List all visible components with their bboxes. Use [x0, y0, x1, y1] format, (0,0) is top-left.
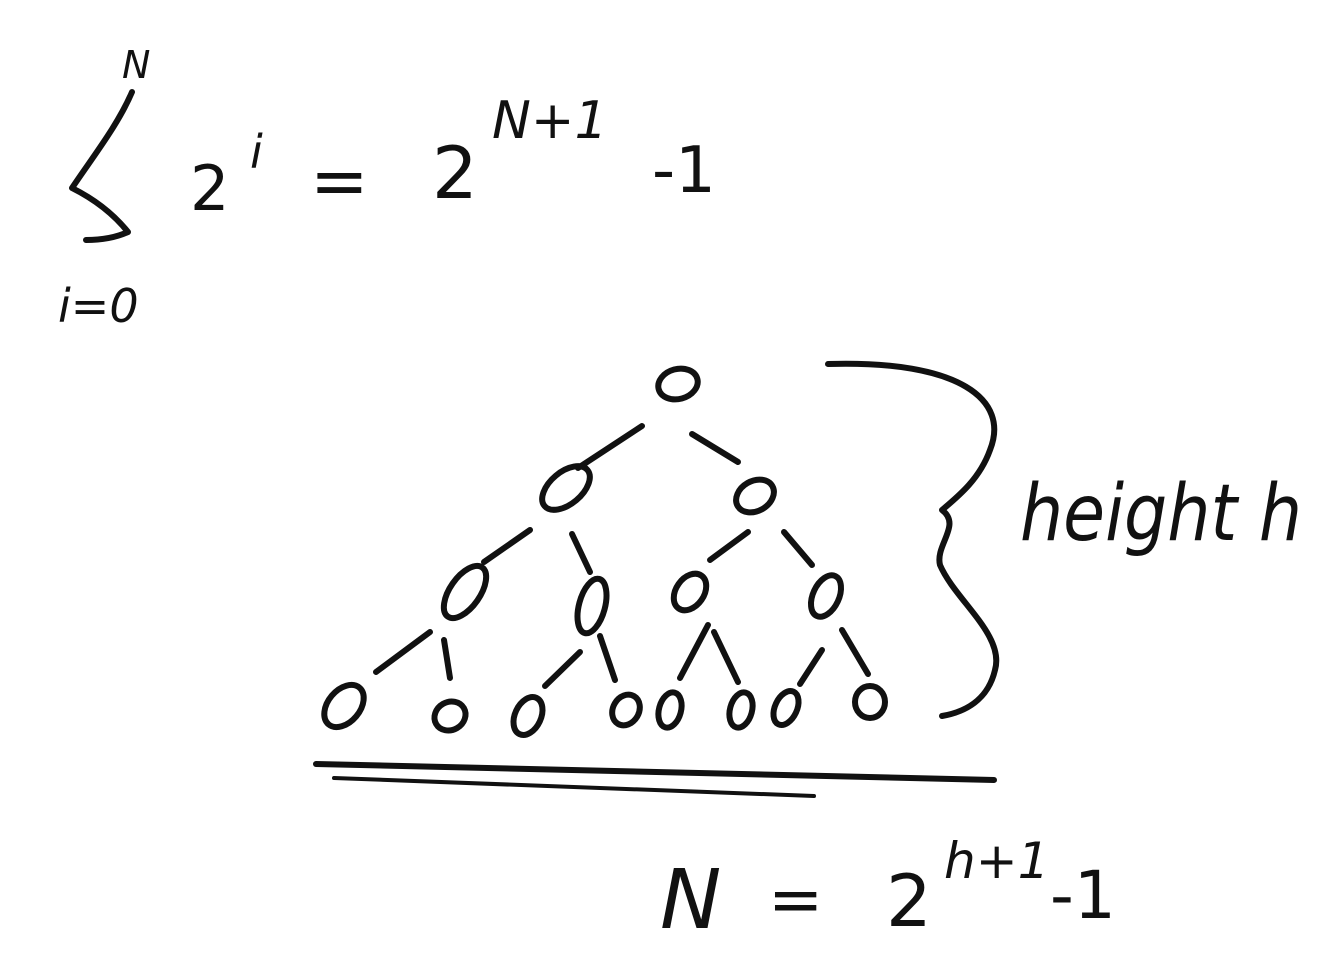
node-count-formula: N = 2 h+1 -1 [660, 832, 1116, 948]
tree-node [733, 476, 777, 516]
sum-term-base: 2 [190, 152, 229, 225]
tree-node [609, 691, 643, 729]
summation-formula: N i=0 2 i = 2 N+1 -1 [58, 43, 716, 333]
tree-node [770, 688, 802, 728]
tree-edge [797, 647, 825, 687]
tree-node [539, 463, 593, 513]
sum-term-exponent: i [250, 125, 263, 179]
nodes-equals-sign: = [768, 861, 823, 938]
sigma-symbol [69, 89, 135, 243]
tree-node [726, 689, 756, 731]
tree-node [574, 575, 610, 637]
tree-edge [373, 629, 433, 675]
tree-edge [711, 629, 741, 685]
tree-edge [689, 431, 741, 465]
underline-top [313, 761, 997, 783]
tree-edge [839, 627, 871, 677]
sum-rhs-exponent: N+1 [492, 91, 608, 151]
tree-node [655, 365, 701, 403]
tree-edge [481, 527, 533, 565]
tree-edge [707, 529, 751, 563]
tree-node [440, 562, 490, 622]
tree-edge [569, 531, 593, 575]
tree-edge [781, 529, 815, 568]
tree-edge [597, 633, 618, 683]
sum-equals-sign: = [310, 140, 369, 222]
sum-rhs-base: 2 [432, 131, 478, 215]
sum-lower-limit: i=0 [58, 279, 139, 333]
tree-node [670, 570, 710, 614]
tree-edge [575, 423, 645, 471]
binary-tree [321, 365, 888, 738]
nodes-lhs: N [660, 853, 721, 948]
tree-node [321, 681, 367, 731]
underline-bottom [332, 776, 816, 798]
sum-rhs-tail: -1 [652, 134, 716, 208]
tree-node [431, 698, 469, 734]
tree-edge [677, 622, 711, 681]
tree-node [852, 683, 888, 721]
height-label: height h [1020, 469, 1302, 559]
nodes-exponent: h+1 [944, 832, 1049, 890]
nodes-tail: -1 [1050, 857, 1116, 934]
nodes-base: 2 [886, 859, 932, 943]
tree-node [510, 694, 546, 738]
tree-node [807, 572, 845, 620]
tree-edge [441, 637, 453, 681]
tree-edge [542, 649, 583, 689]
sum-upper-limit: N [122, 43, 150, 87]
height-brace [825, 360, 1000, 719]
tree-node [655, 689, 685, 731]
